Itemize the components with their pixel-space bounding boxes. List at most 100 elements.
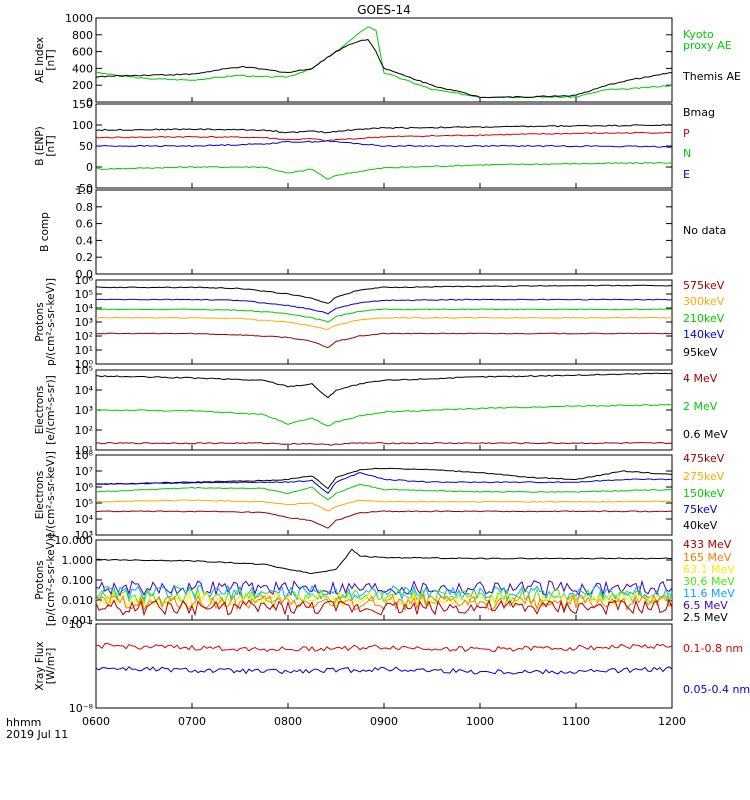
series-line-2-5-mev [95,548,672,575]
y-tick-label: 10⁰ [75,358,94,371]
y-tick-label: 0 [86,161,93,174]
series-line-p [95,131,673,142]
series-line-300kev [95,316,672,330]
legend-label: 475keV [683,452,725,465]
series-line-0-05-0-4-nm [95,666,673,675]
y-tick-label: 10³ [75,529,93,542]
y-tick-label: 0.2 [76,251,94,264]
series-line-275kev [95,499,673,512]
legend-label: 165 MeV [683,551,732,564]
legend-label: 63.1 MeV [683,563,735,576]
y-tick-label: 10⁵ [75,497,93,510]
x-tick-label: 0700 [178,715,206,728]
y-tick-label: 400 [72,62,93,75]
panel-frame [95,454,673,536]
y-tick-label: 10¹ [75,444,93,457]
y-axis-label: [nT] [45,135,57,156]
y-tick-label: 150 [72,98,93,111]
y-tick-label: 0.010 [62,594,94,607]
legend-label: Themis AE [682,70,741,83]
legend-label: 75keV [683,503,718,516]
y-tick-label: 10² [75,424,93,437]
y-tick-label: 0.001 [62,614,94,627]
y-tick-label: 10⁵ [75,288,93,301]
y-tick-label: 800 [72,29,93,42]
y-tick-label: 0 [86,96,93,109]
y-axis-label: [nT] [45,49,57,70]
series-line-433-mev [95,598,673,617]
legend-label: 40keV [683,519,718,532]
legend-label: N [683,147,691,160]
legend-label: 275keV [683,470,725,483]
x-tick-label: 1100 [562,715,590,728]
legend-label: 30.6 MeV [683,575,735,588]
y-tick-label: 10⁸ [75,449,94,462]
legend-label: 140keV [683,328,725,341]
legend-label: 11.6 MeV [683,587,735,600]
y-axis-label: [p/(cm²-s-sr-keV)] [45,534,57,626]
y-tick-label: 1000 [65,12,93,25]
y-axis-label: Xray Flux [34,641,46,690]
y-tick-label: 0.4 [76,234,94,247]
series-line-bmag [95,124,673,134]
legend-label: 0.05-0.4 nm [683,683,750,696]
series-line-40kev [95,467,673,490]
series-line-165-mev [95,593,673,612]
y-tick-label: 10⁻⁸ [69,702,94,715]
series-line-210kev [95,308,673,323]
legend-label: 433 MeV [683,538,732,551]
y-axis-label: B (ENP) [34,126,46,166]
series-line-4-mev [95,442,673,446]
legend-label: proxy AE [683,39,732,52]
y-tick-label: 1.000 [62,554,94,567]
y-tick-label: 0.0 [76,268,94,281]
series-line-75kev [95,471,672,494]
y-tick-label: 10⁷ [75,465,93,478]
panel-5: 10¹ 10² 10³ 10⁴ 10⁵ Electrons [e/(cm²-s-sr)] 4 … [34,364,728,457]
legend-label: 0.1-0.8 nm [683,642,743,655]
y-axis-label: Protons [34,560,46,599]
y-axis-label: Electrons [34,386,46,435]
y-tick-label: 10¹ [75,344,93,357]
series-line-kyoto-proxy-ae [95,26,673,99]
legend-label: Bmag [683,106,715,119]
y-axis-label: e/(cm²-s-sr-keV)] [45,451,57,539]
y-tick-label: 1.0 [76,184,94,197]
y-tick-label: 10⁴ [75,513,94,526]
y-tick-label: 0.100 [62,574,94,587]
series-line-0-6-mev [95,372,673,399]
x-tick-label: 1200 [658,715,686,728]
legend-label: 150keV [683,487,725,500]
series-line-e [95,139,673,148]
panel-6: 10³ 10⁴ 10⁵ 10⁶ 10⁷ 10⁸ Electrons e/(cm²-s-sr-k… [34,449,725,542]
panel-7: 0.001 0.010 0.100 1.000 10.000 Protons [p/(cm²… [34,534,735,627]
panel-frame [95,623,673,709]
panel-1: 0 200 400 600 800 1000 AE Index [nT] Kyotoproxy … [34,12,741,109]
y-axis-label: B comp [39,212,51,252]
y-tick-label: 10⁴ [75,384,94,397]
legend-label: No data [683,224,726,237]
y-axis-label: [W/m²] [45,648,57,685]
series-line-n [96,161,673,180]
x-tick-label: 0800 [274,715,302,728]
y-tick-label: 10⁵ [75,364,93,377]
series-line-themis-ae [95,39,673,99]
legend-label: 575keV [683,279,725,292]
y-tick-label: 10³ [75,404,93,417]
panel-8: 10⁻⁸ 10⁻⁷ Xray Flux [W/m²] 0.1-0.8 nm 0.05-0.… [34,618,750,715]
legend-label: 2 MeV [683,400,718,413]
series-line-30-6-mev [95,587,673,606]
legend-label: 210keV [683,312,725,325]
y-tick-label: 50 [79,140,93,153]
time-format-label: hhmm [6,716,41,729]
panel-3: 0.0 0.2 0.4 0.6 0.8 1.0 B comp No data [39,184,726,281]
y-axis-label: [e/(cm²-s-sr)] [45,375,57,444]
y-tick-label: -50 [75,182,93,195]
legend-label: 95keV [683,346,718,359]
legend-label: 2.5 MeV [683,611,728,624]
panel-frame [95,189,673,275]
legend-label: 0.6 MeV [683,428,728,441]
